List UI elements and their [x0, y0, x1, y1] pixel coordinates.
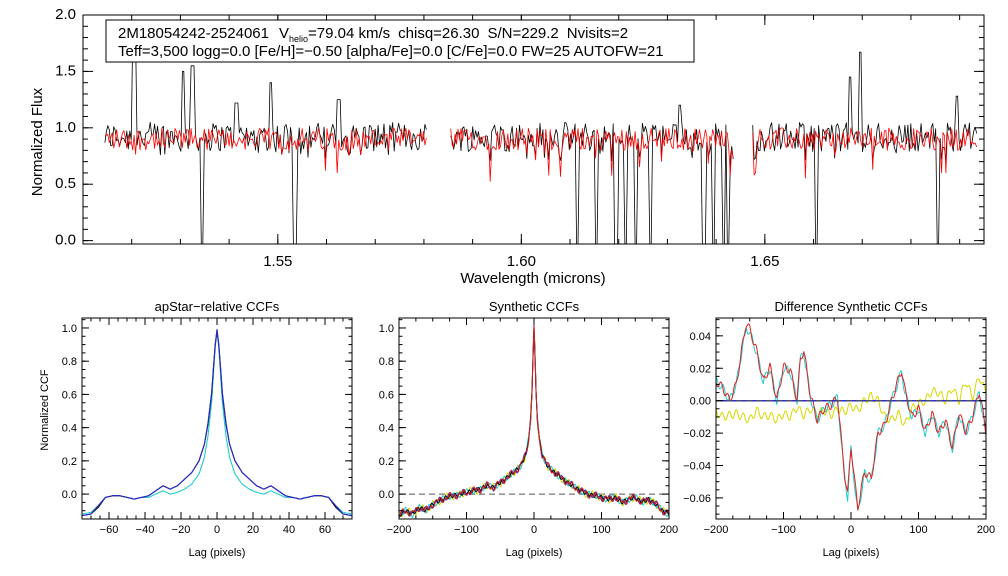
y-tick-label: 0.0 — [55, 232, 76, 249]
synthetic-ccf-line-template-2 — [398, 323, 670, 518]
x-tick-label: 200 — [660, 524, 678, 536]
x-tick-label: 0 — [848, 524, 854, 536]
header-box-frame — [105, 19, 695, 63]
apstar-ccf-title: apStar−relative CCFs — [155, 299, 280, 314]
y-tick-label: −0.02 — [683, 428, 711, 440]
y-tick-label: 1.0 — [55, 119, 76, 136]
x-tick-label: 40 — [283, 524, 295, 536]
y-tick-label: 0.00 — [690, 396, 711, 408]
y-tick-label: 0.2 — [62, 456, 77, 468]
spectrum-header-box: 2M18054242-2524061 Vhelio=79.04 km/s chisq… — [105, 19, 695, 63]
y-tick-label: 0.6 — [379, 389, 394, 401]
apstar-ccf-ticks: −60 −40 −20 0 20 40 60 0.0 0.2 0.4 0.6 0.8 1.0 — [62, 318, 353, 536]
apstar-ccf-ylabel: Normalized CCF — [39, 369, 51, 451]
difference-ccf-line-diff-yellow — [715, 378, 987, 426]
x-tick-label: −20 — [172, 524, 191, 536]
nvisits-value: Nvisits=2 — [567, 25, 628, 42]
y-tick-label: 2.0 — [55, 6, 76, 23]
synthetic-ccf-xlabel: Lag (pixels) — [506, 547, 563, 559]
model-spectrum-line — [450, 127, 734, 182]
y-tick-label: 0.0 — [62, 489, 77, 501]
y-tick-label: 0.8 — [379, 356, 394, 368]
y-tick-label: 0.5 — [55, 175, 76, 192]
difference-ccf-title: Difference Synthetic CCFs — [775, 299, 928, 314]
y-tick-label: 1.5 — [55, 62, 76, 79]
vhelio-value: =79.04 km/s — [308, 25, 390, 42]
x-tick-label: −200 — [387, 524, 412, 536]
synthetic-ccf-ticks: −200 −100 0 100 200 0.0 0.2 0.4 0.6 0.8 1.0 — [379, 318, 678, 536]
apstar-ccf-xlabel: Lag (pixels) — [189, 547, 246, 559]
difference-ccf-xlabel: Lag (pixels) — [823, 547, 880, 559]
y-tick-label: −0.06 — [683, 493, 711, 505]
spectrum-ticks: 1.55 1.60 1.65 0.0 0.5 1.0 1.5 2.0 — [55, 6, 984, 270]
spectrum-axes-frame — [82, 14, 985, 245]
x-tick-label: 200 — [977, 524, 995, 536]
y-tick-label: 0.04 — [690, 331, 711, 343]
x-tick-label: 20 — [247, 524, 259, 536]
snr-value: S/N=229.2 — [487, 25, 558, 42]
y-tick-label: −0.04 — [683, 461, 711, 473]
synthetic-ccf-line-template-4 — [399, 329, 670, 518]
vhelio-symbol: V — [279, 25, 289, 42]
y-tick-label: 0.2 — [379, 456, 394, 468]
difference-ccf-plot-area — [715, 323, 987, 511]
y-tick-label: 0.0 — [379, 489, 394, 501]
y-tick-label: 0.6 — [62, 389, 77, 401]
x-tick-label: −200 — [704, 524, 729, 536]
x-tick-label: −40 — [136, 524, 155, 536]
x-tick-label: 100 — [909, 524, 927, 536]
model-spectrum-line — [104, 127, 427, 174]
apstar-ccf-axes-frame — [81, 317, 353, 520]
synthetic-ccf-plot-area — [398, 323, 670, 519]
synthetic-ccf-panel: Synthetic CCFs −200 −100 0 100 200 0.0 0.2 0.4 0… — [379, 299, 678, 559]
y-tick-label: 0.8 — [62, 356, 77, 368]
observed-spectrum-line — [104, 37, 427, 245]
synthetic-ccf-line-template-1 — [398, 327, 670, 517]
ccf-line-combined — [81, 329, 353, 515]
chisq-value: chisq=26.30 — [398, 25, 479, 42]
y-tick-label: 0.4 — [379, 423, 394, 435]
apstar-ccf-plot-area — [81, 329, 353, 517]
difference-ccf-ticks: −200 −100 0 100 200 −0.06 −0.04 −0.02 0.00 0.02 0.… — [683, 318, 995, 536]
ccf-line-visit-2 — [81, 329, 353, 517]
y-tick-label: 0.4 — [62, 423, 77, 435]
x-tick-label: −100 — [454, 524, 479, 536]
ccf-line-visit-1 — [81, 330, 353, 517]
y-tick-label: 1.0 — [379, 323, 394, 335]
synthetic-ccf-title: Synthetic CCFs — [489, 299, 580, 314]
header-line-2: Teff=3,500 logg=0.0 [Fe/H]=−0.50 [alpha/… — [118, 43, 664, 60]
vhelio-subscript: helio — [289, 34, 308, 44]
synthetic-ccf-axes-frame — [398, 317, 670, 520]
y-tick-label: 1.0 — [62, 323, 77, 335]
x-tick-label: 100 — [592, 524, 610, 536]
synthetic-ccf-line-template-3 — [398, 329, 670, 519]
x-tick-label: −60 — [100, 524, 119, 536]
difference-ccf-line-diff-cyan — [715, 327, 987, 511]
difference-ccf-panel: Difference Synthetic CCFs −200 −100 0 100 20… — [683, 299, 995, 559]
observed-spectrum-line — [450, 104, 734, 245]
x-tick-label: 60 — [319, 524, 331, 536]
apstar-ccf-panel: apStar−relative CCFs −60 −40 −20 0 20 40 60 0.0… — [39, 299, 353, 559]
spectrum-ylabel: Normalized Flux — [29, 87, 46, 196]
spectrum-plot-area — [104, 37, 978, 245]
difference-ccf-line-diff-red — [715, 323, 987, 511]
synthetic-ccf-line-template-5 — [398, 324, 670, 517]
x-tick-label: 1.65 — [750, 253, 779, 270]
star-id: 2M18054242-2524061 — [118, 25, 269, 42]
x-tick-label: 1.60 — [507, 253, 536, 270]
spectrum-xlabel: Wavelength (microns) — [460, 270, 605, 287]
header-line-1: 2M18054242-2524061 Vhelio=79.04 km/s chisq… — [118, 25, 628, 44]
spectrum-panel: 1.55 1.60 1.65 0.0 0.5 1.0 1.5 2.0 Normalized F… — [29, 6, 985, 287]
x-tick-label: 0 — [531, 524, 537, 536]
x-tick-label: −100 — [771, 524, 796, 536]
x-tick-label: 0 — [214, 524, 220, 536]
y-tick-label: 0.02 — [690, 363, 711, 375]
model-spectrum-line — [752, 127, 978, 179]
x-tick-label: 1.55 — [263, 253, 292, 270]
